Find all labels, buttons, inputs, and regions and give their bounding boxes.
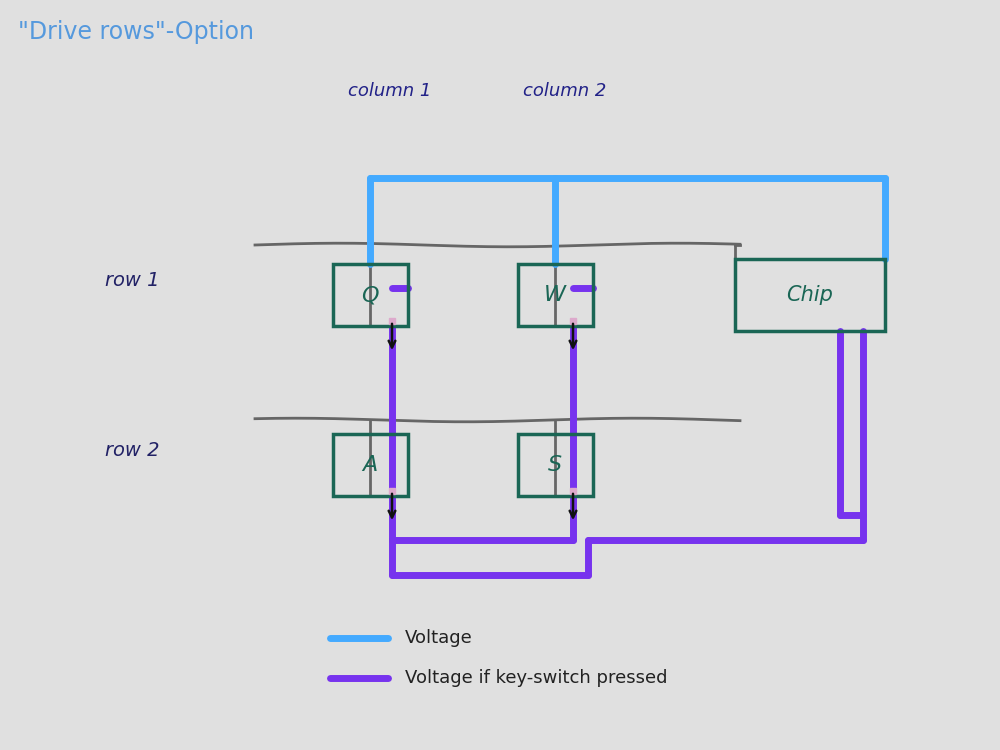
Text: "Drive rows"-Option: "Drive rows"-Option: [18, 20, 254, 44]
Text: S: S: [548, 455, 562, 475]
Text: Q: Q: [361, 285, 379, 305]
Text: W: W: [544, 285, 566, 305]
Text: column 1: column 1: [348, 82, 432, 100]
Bar: [518, 434, 592, 496]
Text: row 1: row 1: [105, 271, 160, 290]
Text: Voltage: Voltage: [405, 629, 473, 647]
Text: column 2: column 2: [523, 82, 607, 100]
Text: A: A: [362, 455, 378, 475]
Bar: [735, 259, 885, 331]
Bar: [518, 264, 592, 326]
Bar: [332, 434, 408, 496]
Text: Chip: Chip: [787, 285, 833, 305]
Bar: [332, 264, 408, 326]
Text: row 2: row 2: [105, 440, 160, 460]
Text: Voltage if key-switch pressed: Voltage if key-switch pressed: [405, 669, 668, 687]
